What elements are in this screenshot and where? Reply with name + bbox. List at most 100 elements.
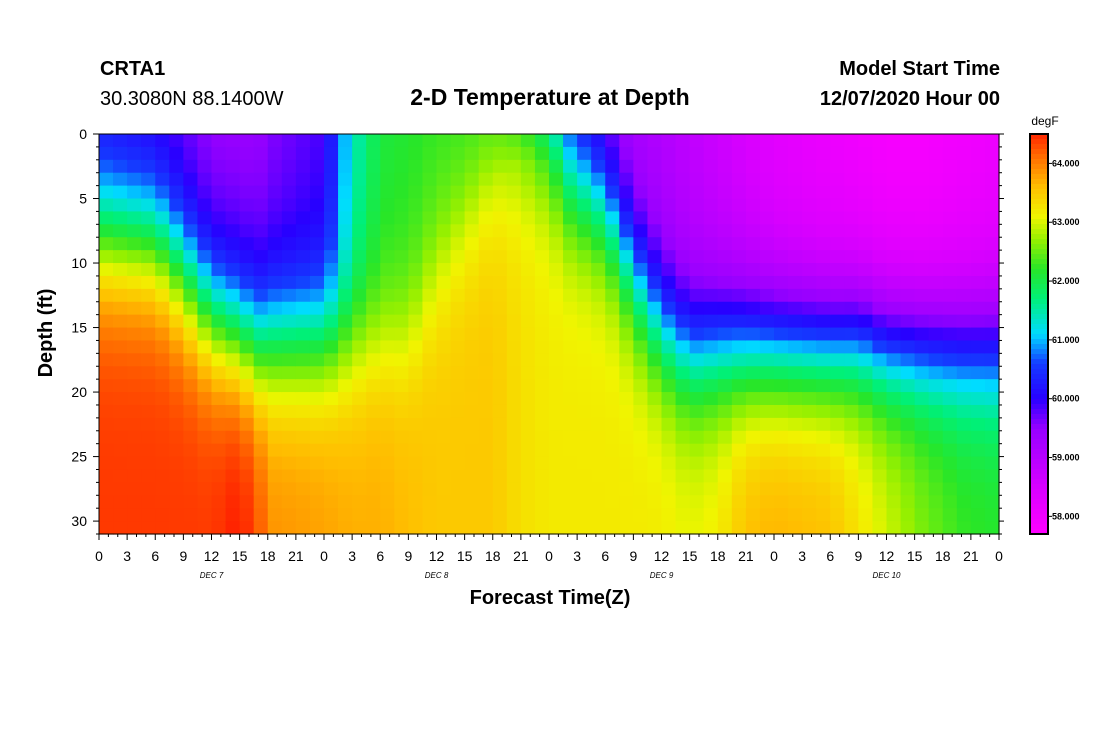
heatmap-cell bbox=[295, 443, 311, 458]
heatmap-cell bbox=[886, 404, 902, 419]
heatmap-cell bbox=[155, 482, 170, 496]
heatmap-cell bbox=[619, 379, 634, 393]
heatmap-cell bbox=[492, 392, 508, 406]
heatmap-cell bbox=[211, 224, 227, 238]
heatmap-cell bbox=[858, 404, 874, 419]
heatmap-cell bbox=[309, 314, 325, 329]
heatmap-cell bbox=[928, 495, 944, 509]
heatmap-cell bbox=[942, 353, 958, 367]
heatmap-cell bbox=[942, 146, 958, 161]
heatmap-cell bbox=[633, 146, 649, 161]
heatmap-cell bbox=[605, 392, 620, 406]
heatmap-cell bbox=[858, 275, 874, 290]
heatmap-cell bbox=[731, 353, 747, 367]
heatmap-cell bbox=[788, 521, 803, 535]
heatmap-cell bbox=[872, 263, 888, 277]
heatmap-cell bbox=[914, 469, 930, 483]
heatmap-cell bbox=[942, 172, 958, 187]
heatmap-cell bbox=[689, 237, 705, 251]
heatmap-cell bbox=[872, 392, 888, 406]
x-tick-label: 15 bbox=[232, 548, 248, 564]
heatmap-cell bbox=[717, 366, 733, 380]
heatmap-cell bbox=[549, 198, 564, 213]
heatmap-cell bbox=[309, 301, 325, 316]
heatmap-cell bbox=[788, 263, 803, 277]
colorbar-segment bbox=[1030, 494, 1048, 500]
heatmap-cell bbox=[675, 288, 691, 303]
heatmap-cell bbox=[225, 417, 241, 432]
heatmap-cell bbox=[731, 185, 747, 200]
heatmap-cell bbox=[141, 456, 156, 471]
heatmap-cell bbox=[534, 211, 550, 225]
heatmap-cell bbox=[633, 275, 649, 290]
heatmap-cell bbox=[844, 392, 859, 406]
heatmap-cell bbox=[239, 353, 255, 367]
heatmap-cell bbox=[450, 224, 466, 238]
heatmap-cell bbox=[422, 456, 438, 471]
heatmap-cell bbox=[295, 314, 311, 329]
heatmap-cell bbox=[394, 250, 409, 264]
heatmap-cell bbox=[956, 250, 972, 264]
colorbar-segment bbox=[1030, 464, 1048, 470]
heatmap-cell bbox=[914, 185, 930, 200]
heatmap-cell bbox=[309, 366, 325, 380]
heatmap-cell bbox=[492, 469, 508, 483]
heatmap-cell bbox=[352, 456, 367, 471]
heatmap-cell bbox=[591, 417, 606, 432]
heatmap-cell bbox=[900, 250, 916, 264]
heatmap-cell bbox=[661, 314, 677, 329]
heatmap-cell bbox=[858, 340, 874, 354]
heatmap-cell bbox=[436, 443, 452, 458]
heatmap-cell bbox=[886, 521, 902, 535]
heatmap-cell bbox=[253, 353, 269, 367]
heatmap-cell bbox=[914, 379, 930, 393]
heatmap-cell bbox=[239, 237, 255, 251]
heatmap-cell bbox=[464, 250, 480, 264]
heatmap-cell bbox=[211, 379, 227, 393]
heatmap-cell bbox=[352, 198, 367, 213]
heatmap-cell bbox=[984, 185, 1000, 200]
heatmap-cell bbox=[605, 172, 620, 187]
heatmap-cell bbox=[324, 134, 339, 148]
heatmap-cell bbox=[731, 508, 747, 522]
heatmap-cell bbox=[675, 417, 691, 432]
heatmap-cell bbox=[549, 146, 564, 161]
heatmap-cell bbox=[745, 146, 761, 161]
heatmap-cell bbox=[422, 508, 438, 522]
heatmap-cell bbox=[394, 379, 409, 393]
heatmap-cell bbox=[478, 288, 494, 303]
colorbar-segment bbox=[1030, 139, 1048, 145]
heatmap-cell bbox=[928, 134, 944, 148]
heatmap-cell bbox=[731, 146, 747, 161]
heatmap-cell bbox=[647, 366, 663, 380]
heatmap-cell bbox=[450, 314, 466, 329]
heatmap-cell bbox=[394, 417, 409, 432]
heatmap-cell bbox=[984, 443, 1000, 458]
heatmap-cell bbox=[858, 392, 874, 406]
colorbar-segment bbox=[1030, 509, 1048, 515]
heatmap-cell bbox=[872, 469, 888, 483]
heatmap-cell bbox=[633, 340, 649, 354]
heatmap-cell bbox=[211, 340, 227, 354]
heatmap-cell bbox=[127, 495, 142, 509]
heatmap-cell bbox=[774, 495, 789, 509]
heatmap-cell bbox=[717, 508, 733, 522]
heatmap-cell bbox=[619, 172, 634, 187]
heatmap-cell bbox=[830, 379, 845, 393]
heatmap-cell bbox=[141, 288, 156, 303]
heatmap-cell bbox=[253, 288, 269, 303]
heatmap-cell bbox=[99, 404, 114, 419]
heatmap-cell bbox=[844, 172, 859, 187]
heatmap-cell bbox=[169, 521, 184, 535]
heatmap-cell bbox=[731, 250, 747, 264]
heatmap-cell bbox=[169, 159, 184, 174]
heatmap-cell bbox=[872, 146, 888, 161]
heatmap-cell bbox=[197, 353, 213, 367]
heatmap-cell bbox=[914, 417, 930, 432]
heatmap-cell bbox=[422, 159, 438, 174]
heatmap-cell bbox=[563, 263, 578, 277]
heatmap-cell bbox=[211, 327, 227, 342]
heatmap-cell bbox=[563, 508, 578, 522]
heatmap-cell bbox=[183, 263, 199, 277]
heatmap-cell bbox=[816, 353, 831, 367]
